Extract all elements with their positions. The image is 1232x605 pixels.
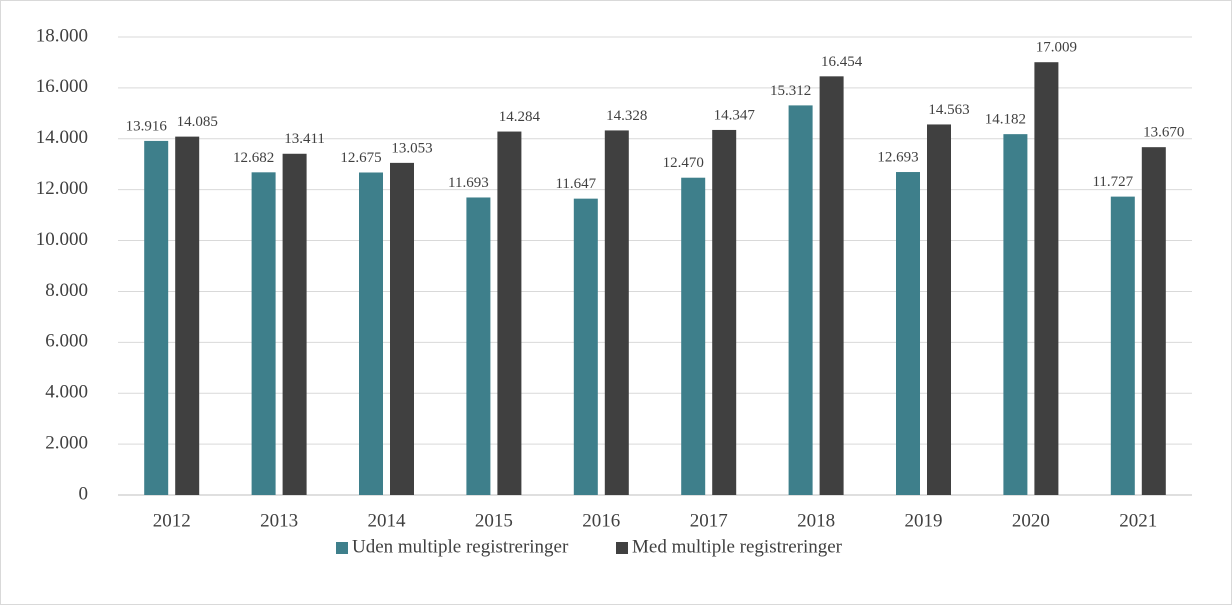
bar <box>927 124 951 496</box>
value-label: 11.727 <box>1092 174 1133 190</box>
legend-label: Uden multiple registreringer <box>352 536 569 557</box>
legend-swatch <box>616 542 628 554</box>
bar <box>175 136 200 496</box>
value-label: 16.454 <box>821 54 863 70</box>
x-tick-label: 2014 <box>368 510 407 531</box>
bar <box>819 76 844 496</box>
bar <box>1034 62 1059 495</box>
bar <box>282 153 307 495</box>
y-tick-label: 14.000 <box>36 127 88 148</box>
y-tick-label: 0 <box>79 483 89 504</box>
x-tick-label: 2017 <box>690 510 728 531</box>
bar <box>359 172 383 495</box>
y-tick-label: 16.000 <box>36 76 88 97</box>
legend-label: Med multiple registreringer <box>632 536 843 557</box>
value-label: 14.284 <box>499 109 541 125</box>
value-label: 13.411 <box>284 131 325 147</box>
value-label: 13.053 <box>391 140 432 156</box>
x-tick-label: 2021 <box>1119 510 1157 531</box>
x-tick-label: 2016 <box>582 510 620 531</box>
x-tick-label: 2012 <box>153 510 191 531</box>
y-tick-label: 10.000 <box>36 229 88 250</box>
bar <box>1003 134 1028 495</box>
bar <box>144 140 169 496</box>
x-tick-label: 2019 <box>905 510 943 531</box>
x-tick-label: 2020 <box>1012 510 1050 531</box>
value-label: 12.470 <box>663 155 704 171</box>
value-label: 17.009 <box>1036 40 1077 56</box>
bar <box>251 172 276 496</box>
value-label: 13.916 <box>126 118 168 134</box>
bar <box>573 198 598 495</box>
value-label: 14.328 <box>606 108 647 124</box>
y-tick-label: 8.000 <box>45 280 88 301</box>
value-label: 14.347 <box>714 107 756 123</box>
value-label: 15.312 <box>770 83 811 99</box>
value-label: 12.693 <box>877 149 918 165</box>
bar <box>1141 147 1166 495</box>
x-tick-label: 2018 <box>797 510 835 531</box>
value-label: 11.647 <box>555 176 596 192</box>
y-tick-label: 6.000 <box>45 331 88 352</box>
y-tick-label: 2.000 <box>45 432 88 453</box>
value-label: 12.682 <box>233 150 274 166</box>
y-tick-label: 4.000 <box>45 382 88 403</box>
bar <box>497 131 522 495</box>
x-tick-label: 2015 <box>475 510 513 531</box>
legend-swatch <box>336 542 348 554</box>
bar <box>788 105 813 496</box>
bar <box>604 130 629 495</box>
value-label: 14.563 <box>928 102 969 118</box>
value-label: 14.085 <box>177 114 218 130</box>
value-label: 14.182 <box>985 112 1026 128</box>
bar <box>466 197 491 496</box>
bar <box>1110 196 1135 495</box>
bar <box>896 172 920 495</box>
bar <box>712 129 737 496</box>
bar <box>390 162 414 496</box>
bar <box>681 177 706 496</box>
value-label: 11.693 <box>448 175 489 191</box>
y-tick-label: 12.000 <box>36 178 88 199</box>
value-label: 12.675 <box>340 150 381 166</box>
y-tick-label: 18.000 <box>36 25 88 46</box>
value-label: 13.670 <box>1143 125 1184 141</box>
x-tick-label: 2013 <box>260 510 298 531</box>
